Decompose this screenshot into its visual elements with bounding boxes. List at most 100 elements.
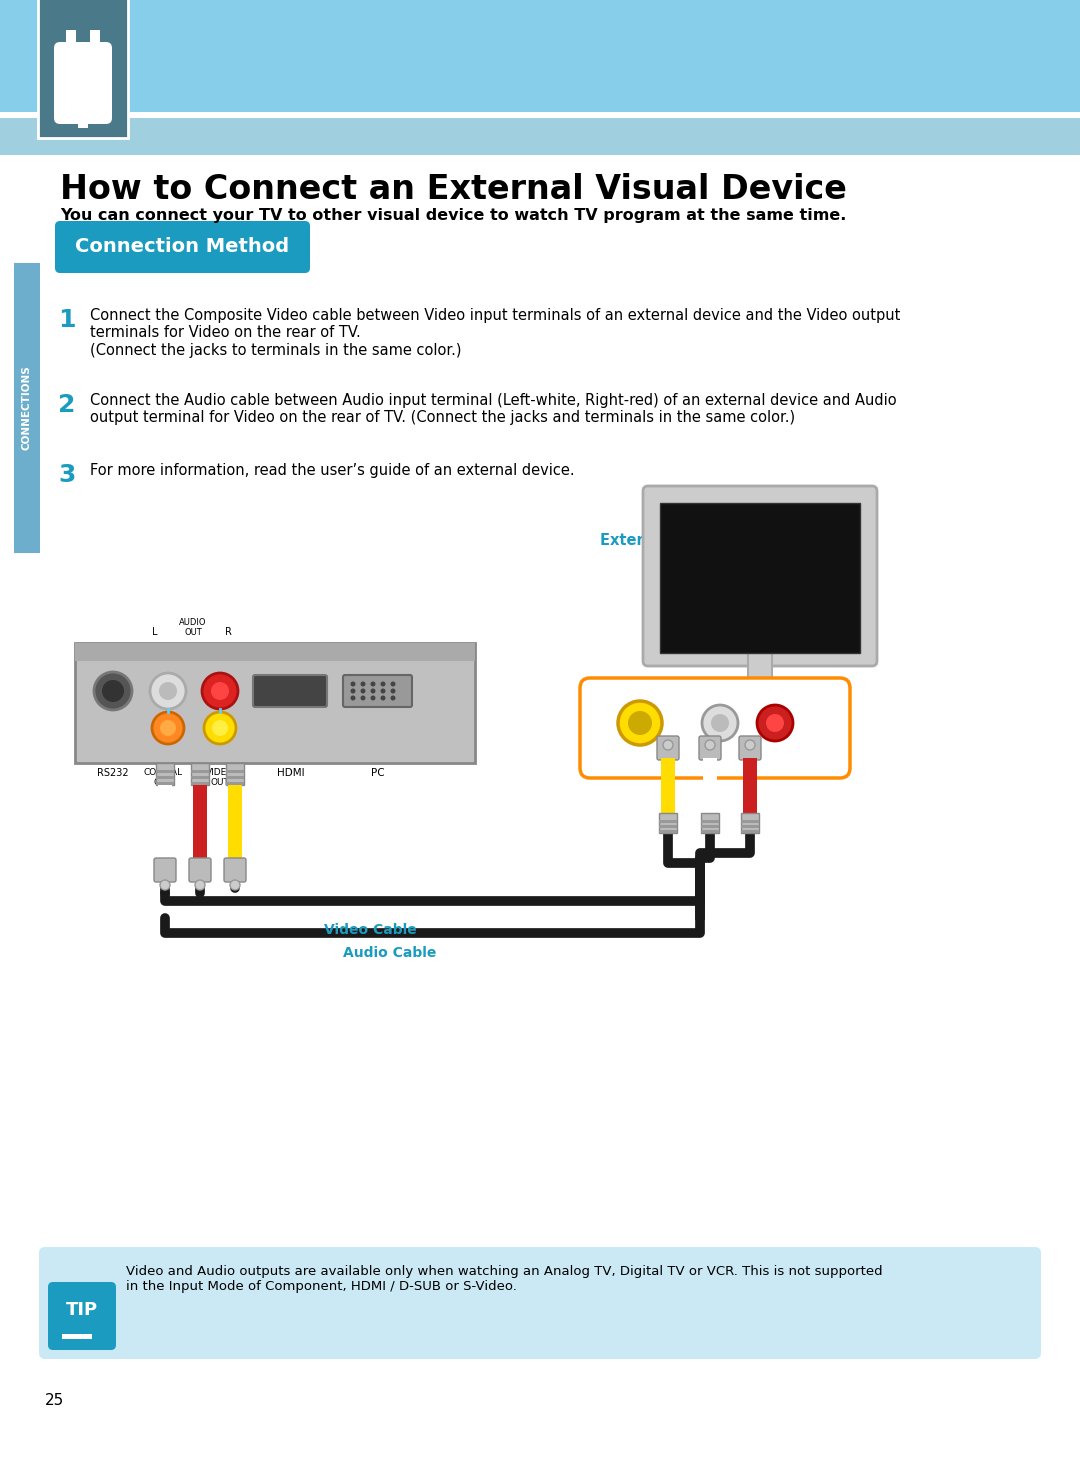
Text: External Visual Device: External Visual Device	[600, 532, 785, 549]
Text: 2: 2	[58, 393, 76, 417]
FancyBboxPatch shape	[699, 736, 721, 759]
Bar	[0, 0, 1080, 113]
Text: HDMI: HDMI	[278, 768, 305, 779]
FancyBboxPatch shape	[343, 675, 411, 707]
Text: R: R	[225, 627, 231, 638]
Circle shape	[766, 713, 784, 733]
Bar	[741, 825, 759, 828]
Bar	[226, 776, 244, 779]
Circle shape	[102, 681, 124, 701]
Text: CONNECTIONS: CONNECTIONS	[22, 366, 32, 451]
Text: 25: 25	[45, 1393, 64, 1407]
Bar	[701, 825, 719, 828]
Circle shape	[391, 696, 395, 700]
Circle shape	[391, 688, 395, 694]
Bar	[90, 30, 100, 50]
Bar	[0, 113, 1080, 119]
Text: TIP: TIP	[66, 1301, 98, 1318]
FancyBboxPatch shape	[643, 486, 877, 666]
Text: VIDEO
OUT: VIDEO OUT	[206, 768, 234, 787]
Bar	[741, 830, 759, 833]
Bar	[193, 785, 207, 865]
Bar	[743, 758, 757, 819]
Bar	[191, 776, 210, 779]
Text: You can connect your TV to other visual device to watch TV program at the same t: You can connect your TV to other visual …	[60, 208, 847, 222]
Bar	[0, 119, 1080, 156]
Bar	[226, 762, 244, 785]
Bar	[191, 762, 210, 785]
Circle shape	[663, 740, 673, 750]
FancyBboxPatch shape	[39, 1247, 1041, 1358]
Circle shape	[702, 704, 738, 742]
Bar	[701, 830, 719, 833]
Bar	[191, 782, 210, 785]
Circle shape	[745, 740, 755, 750]
Circle shape	[94, 672, 132, 710]
FancyBboxPatch shape	[580, 678, 850, 779]
Circle shape	[160, 721, 176, 736]
Bar	[659, 830, 677, 833]
Circle shape	[618, 701, 662, 744]
Circle shape	[230, 879, 240, 890]
Circle shape	[160, 879, 170, 890]
FancyBboxPatch shape	[739, 736, 761, 759]
Circle shape	[757, 704, 793, 742]
Text: AUDIO: AUDIO	[725, 747, 770, 759]
FancyBboxPatch shape	[55, 221, 310, 273]
Bar	[158, 785, 172, 865]
Bar	[701, 813, 719, 833]
Ellipse shape	[715, 684, 805, 712]
FancyBboxPatch shape	[48, 1281, 116, 1350]
Text: L: L	[152, 627, 158, 638]
Text: (R): (R)	[797, 716, 815, 730]
Bar	[703, 758, 717, 819]
Bar	[741, 820, 759, 823]
Circle shape	[351, 682, 355, 687]
Circle shape	[391, 682, 395, 687]
Text: How to Connect an External Visual Device: How to Connect an External Visual Device	[60, 174, 847, 206]
Circle shape	[380, 688, 386, 694]
Bar	[191, 770, 210, 773]
FancyBboxPatch shape	[38, 0, 129, 138]
Circle shape	[361, 688, 365, 694]
Circle shape	[204, 712, 237, 744]
Circle shape	[351, 688, 355, 694]
Bar	[75, 644, 475, 661]
Bar	[156, 762, 174, 785]
Bar	[741, 813, 759, 833]
Circle shape	[370, 682, 376, 687]
Circle shape	[152, 712, 184, 744]
FancyBboxPatch shape	[54, 42, 112, 125]
Bar	[661, 758, 675, 819]
Text: For more information, read the user’s guide of an external device.: For more information, read the user’s gu…	[90, 463, 575, 478]
Bar	[78, 113, 87, 128]
Bar	[156, 770, 174, 773]
Bar	[66, 30, 76, 50]
Circle shape	[370, 688, 376, 694]
Bar	[156, 782, 174, 785]
Bar	[659, 820, 677, 823]
FancyBboxPatch shape	[224, 859, 246, 882]
Bar	[228, 785, 242, 865]
Text: Audio Cable: Audio Cable	[343, 946, 436, 960]
Circle shape	[351, 696, 355, 700]
Circle shape	[361, 682, 365, 687]
Circle shape	[159, 682, 177, 700]
Circle shape	[202, 673, 238, 709]
Bar	[14, 262, 40, 553]
Bar	[226, 782, 244, 785]
Circle shape	[627, 710, 652, 736]
Text: AUDIO
OUT: AUDIO OUT	[179, 617, 206, 638]
Circle shape	[211, 682, 229, 700]
Text: Video and Audio outputs are available only when watching an Analog TV, Digital T: Video and Audio outputs are available on…	[126, 1265, 882, 1293]
Bar	[660, 503, 860, 653]
Circle shape	[380, 696, 386, 700]
Bar	[226, 770, 244, 773]
FancyBboxPatch shape	[657, 736, 679, 759]
Text: RS232: RS232	[97, 768, 129, 779]
Bar	[156, 776, 174, 779]
Circle shape	[370, 696, 376, 700]
Text: Connection Method: Connection Method	[76, 237, 289, 257]
FancyBboxPatch shape	[154, 859, 176, 882]
Bar	[701, 820, 719, 823]
